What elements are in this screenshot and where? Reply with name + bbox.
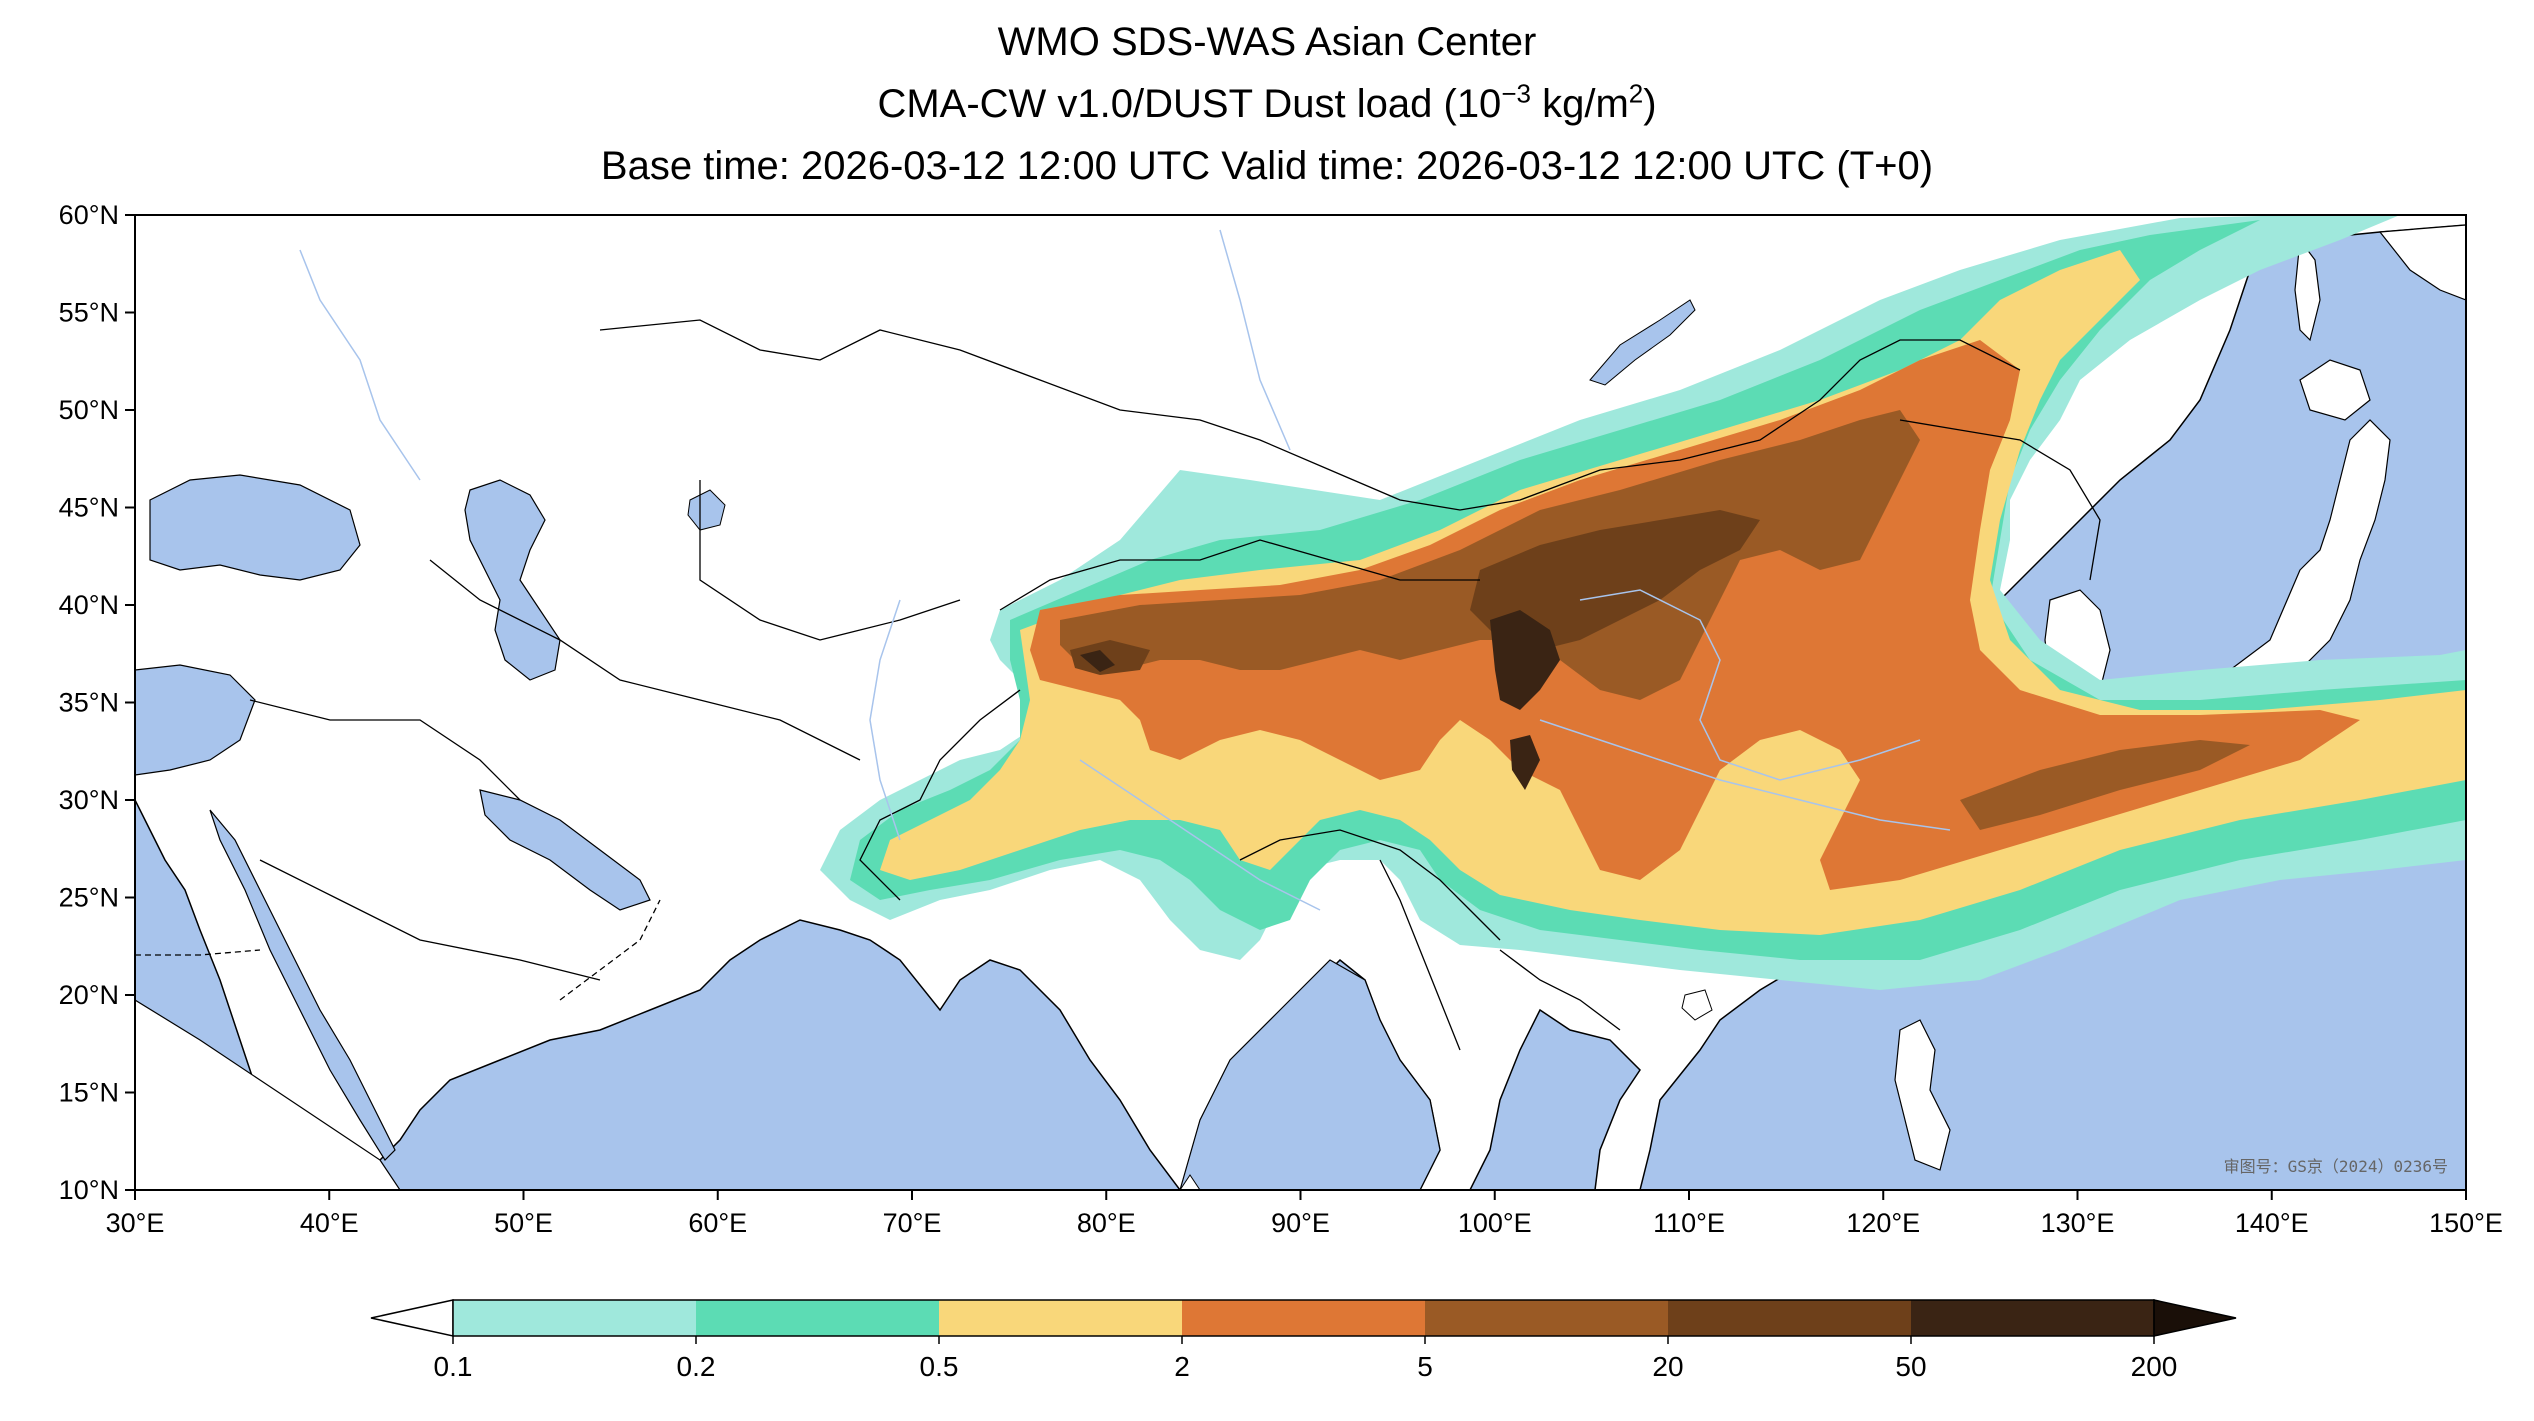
lat-tick-label: 45°N [59,493,119,523]
longitude-ticks: 30°E 40°E 50°E 60°E 70°E 80°E 90°E 100°E 110°E 12… [106,1190,2503,1238]
colorbar-label: 2 [1174,1351,1190,1382]
colorbar-extend-max [2153,1299,2237,1337]
red-sea [209,809,396,1161]
country-borders [135,319,2101,1051]
colorbar-segment [1182,1300,1426,1336]
lon-tick-label: 110°E [1653,1208,1725,1238]
colorbar-label: 50 [1895,1351,1926,1382]
lat-tick-label: 50°N [59,395,119,425]
lon-tick-label: 30°E [106,1208,165,1238]
lon-tick-label: 70°E [883,1208,942,1238]
persian-gulf [479,789,651,911]
lat-tick-label: 15°N [59,1078,119,1108]
latitude-ticks: 60°N 55°N 50°N 45°N 40°N 35°N 30°N 25°N 20°N 15°N… [59,200,135,1205]
kamchatka-coast [2378,224,2466,301]
hainan [1681,989,1713,1021]
dust-level-50-c [1510,735,1540,790]
dust-level-5 [1060,410,1920,700]
dust-level-50-b [1080,650,1115,672]
lon-tick-label: 100°E [1458,1208,1532,1238]
colorbar-label: 0.5 [920,1351,959,1382]
lat-tick-label: 60°N [59,200,119,230]
rivers [299,229,1951,911]
colorbar-label: 200 [2131,1351,2178,1382]
lon-tick-label: 140°E [2235,1208,2309,1238]
map-time-info: Base time: 2026-03-12 12:00 UTC Valid ti… [600,144,1934,188]
colorbar-segment [696,1300,940,1336]
lat-tick-label: 40°N [59,590,119,620]
lon-tick-label: 40°E [300,1208,359,1238]
lon-tick-label: 150°E [2429,1208,2503,1238]
map-area [135,215,2466,1190]
black-sea [149,474,361,581]
lat-tick-label: 25°N [59,883,119,913]
lat-tick-label: 30°N [59,785,119,815]
approval-number-watermark: 审图号：GS京（2024）0236号 [2224,1157,2448,1176]
colorbar-segment [1911,1300,2155,1336]
dust-level-50 [1490,610,1560,710]
lat-tick-label: 55°N [59,298,119,328]
colorbar-segment [1668,1300,1912,1336]
dust-level-20 [1470,510,1760,650]
dust-level-5-east [1960,740,2250,830]
colorbar-label: 0.2 [677,1351,716,1382]
lat-tick-label: 20°N [59,980,119,1010]
mediterranean [135,664,256,776]
sri-lanka [1179,1174,1201,1190]
caspian-sea [464,479,561,681]
colorbar-label: 5 [1417,1351,1433,1382]
lat-tick-label: 35°N [59,688,119,718]
colorbar-label: 0.1 [434,1351,473,1382]
bay-of-bengal [1179,959,1441,1190]
lon-tick-label: 130°E [2041,1208,2115,1238]
africa-horn [135,999,401,1190]
dust-plume [820,215,2466,990]
hokkaido [2299,359,2371,421]
colorbar-outline [452,1299,2155,1337]
philippines [1894,1019,1951,1171]
colorbar-segment [939,1300,1183,1336]
lake-baikal [1589,299,1696,386]
lon-tick-label: 60°E [688,1208,747,1238]
colorbar-segment [453,1300,697,1336]
colorbar-label: 20 [1652,1351,1683,1382]
lon-tick-label: 120°E [1846,1208,1920,1238]
map-subtitle: CMA-CW v1.0/DUST Dust load (10−3 kg/m2) [877,78,1657,126]
sakhalin [2294,238,2321,342]
colorbar: 0.1 0.2 0.5 2 5 20 50 200 [370,1299,2237,1382]
lon-tick-label: 90°E [1271,1208,1330,1238]
lon-tick-label: 50°E [494,1208,553,1238]
lon-tick-label: 80°E [1077,1208,1136,1238]
dust-level-20-west [1070,640,1150,675]
colorbar-segment [1425,1300,1669,1336]
aral-sea [687,489,726,531]
lat-tick-label: 10°N [59,1175,119,1205]
map-title: WMO SDS-WAS Asian Center [997,20,1537,64]
colorbar-extend-min [370,1299,454,1337]
